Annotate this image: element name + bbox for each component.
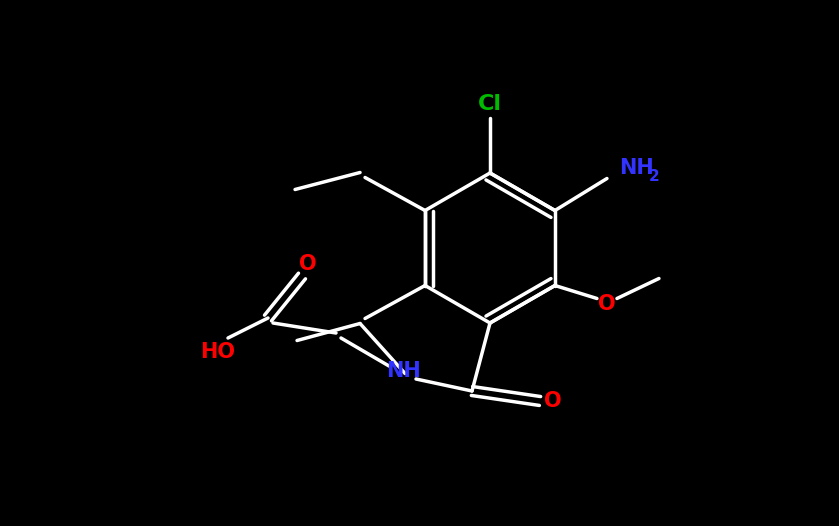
- Text: HO: HO: [200, 342, 235, 362]
- Text: O: O: [598, 294, 616, 313]
- Text: NH: NH: [387, 361, 421, 381]
- Text: 2: 2: [649, 169, 659, 184]
- Text: NH: NH: [619, 158, 654, 178]
- Text: O: O: [545, 391, 562, 411]
- Text: O: O: [300, 254, 317, 274]
- Text: Cl: Cl: [478, 94, 502, 114]
